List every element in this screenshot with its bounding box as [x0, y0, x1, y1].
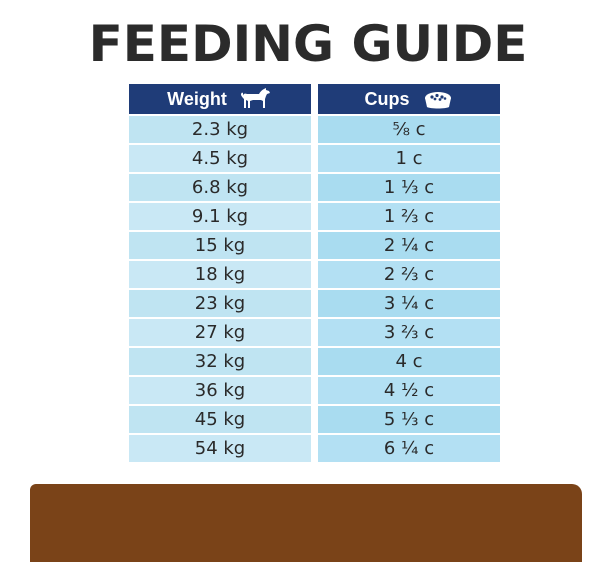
cups-cell: ⅝ c [318, 116, 500, 143]
weight-cell: 32 kg [129, 348, 311, 375]
weight-cell: 27 kg [129, 319, 311, 346]
weight-cell: 54 kg [129, 435, 311, 462]
brown-band [30, 484, 582, 562]
cups-cell: 1 ⅔ c [318, 203, 500, 230]
cups-cell: 1 ⅓ c [318, 174, 500, 201]
weight-cell: 18 kg [129, 261, 311, 288]
cups-cell: 4 ½ c [318, 377, 500, 404]
cups-cell: 1 c [318, 145, 500, 172]
cups-cell: 3 ⅔ c [318, 319, 500, 346]
cups-cell: 4 c [318, 348, 500, 375]
weight-cell: 36 kg [129, 377, 311, 404]
weight-cell: 2.3 kg [129, 116, 311, 143]
weight-header-label: Weight [167, 88, 227, 109]
weight-cell: 23 kg [129, 290, 311, 317]
weight-column: Weight 2.3 kg 4.5 kg 6.8 kg 9.1 kg 15 kg 18 k… [129, 84, 311, 464]
cups-cell: 2 ¼ c [318, 232, 500, 259]
dog-icon [239, 87, 273, 111]
cups-cell: 3 ¼ c [318, 290, 500, 317]
weight-rows: 2.3 kg 4.5 kg 6.8 kg 9.1 kg 15 kg 18 kg 23 kg 2… [129, 116, 311, 462]
cups-cell: 5 ⅓ c [318, 406, 500, 433]
weight-cell: 9.1 kg [129, 203, 311, 230]
weight-cell: 45 kg [129, 406, 311, 433]
cups-cell: 2 ⅔ c [318, 261, 500, 288]
food-bowl-icon [422, 88, 454, 110]
cups-header: Cups [318, 84, 500, 114]
weight-cell: 6.8 kg [129, 174, 311, 201]
weight-cell: 4.5 kg [129, 145, 311, 172]
weight-header: Weight [129, 84, 311, 114]
cups-cell: 6 ¼ c [318, 435, 500, 462]
cups-header-label: Cups [364, 88, 410, 109]
weight-cell: 15 kg [129, 232, 311, 259]
page-title: FEEDING GUIDE [88, 15, 528, 73]
